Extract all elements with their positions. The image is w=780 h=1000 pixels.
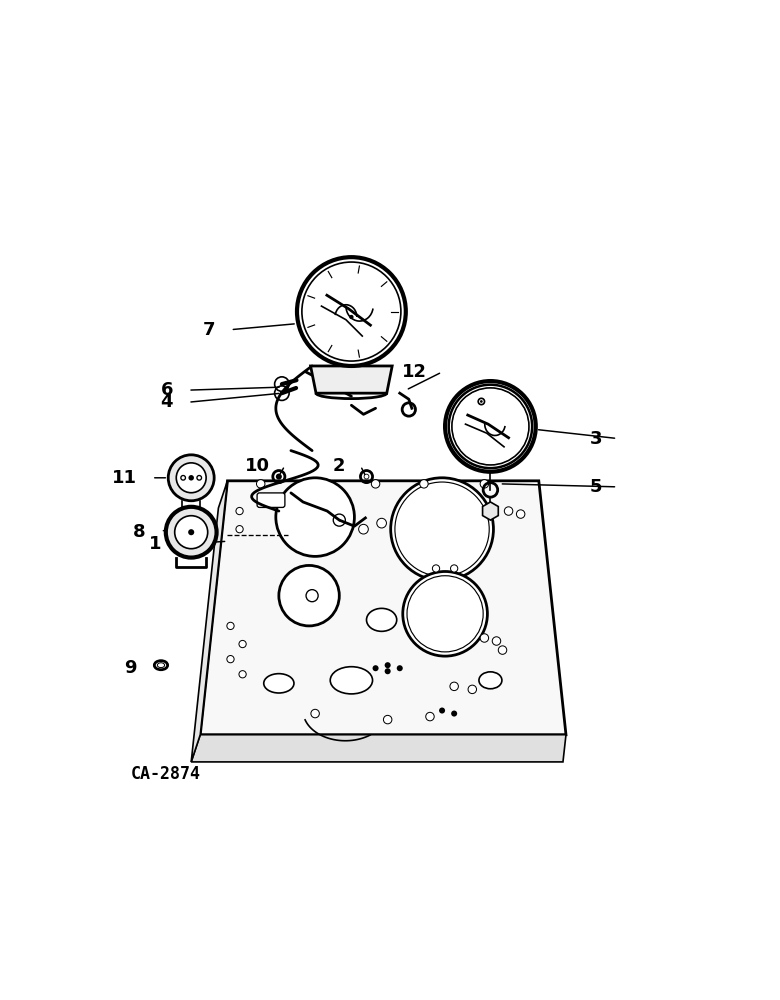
Circle shape xyxy=(364,474,369,479)
Polygon shape xyxy=(191,735,566,762)
Circle shape xyxy=(276,474,282,480)
Ellipse shape xyxy=(479,672,502,689)
Circle shape xyxy=(278,565,339,626)
Text: 8: 8 xyxy=(133,523,146,541)
Text: 4: 4 xyxy=(161,393,173,411)
Circle shape xyxy=(175,516,207,549)
Ellipse shape xyxy=(330,667,373,694)
Circle shape xyxy=(492,637,501,645)
Text: 10: 10 xyxy=(245,457,270,475)
Circle shape xyxy=(498,646,507,654)
Circle shape xyxy=(505,507,512,515)
Circle shape xyxy=(516,510,525,518)
Circle shape xyxy=(181,476,186,480)
Circle shape xyxy=(239,671,246,678)
Text: 1: 1 xyxy=(148,535,161,553)
Circle shape xyxy=(359,524,368,534)
Text: 6: 6 xyxy=(161,381,173,399)
Circle shape xyxy=(197,476,201,480)
Polygon shape xyxy=(310,366,392,393)
Circle shape xyxy=(276,478,354,556)
Circle shape xyxy=(257,480,265,488)
Circle shape xyxy=(176,463,206,493)
Circle shape xyxy=(432,565,440,572)
Circle shape xyxy=(480,634,488,642)
Text: 5: 5 xyxy=(590,478,602,496)
Circle shape xyxy=(227,622,234,630)
Text: CA-2874: CA-2874 xyxy=(131,765,200,783)
Circle shape xyxy=(188,529,194,535)
Circle shape xyxy=(391,478,494,581)
Circle shape xyxy=(236,526,243,533)
Circle shape xyxy=(227,656,234,663)
Circle shape xyxy=(385,668,391,674)
Circle shape xyxy=(166,507,217,558)
Text: 2: 2 xyxy=(333,457,346,475)
Circle shape xyxy=(385,662,391,668)
Circle shape xyxy=(451,565,458,572)
Circle shape xyxy=(468,685,477,694)
Circle shape xyxy=(397,665,402,671)
Circle shape xyxy=(402,571,488,656)
Circle shape xyxy=(303,264,399,359)
FancyBboxPatch shape xyxy=(257,493,285,507)
Ellipse shape xyxy=(367,608,397,631)
Text: 3: 3 xyxy=(590,430,602,448)
Circle shape xyxy=(451,711,457,717)
Circle shape xyxy=(373,665,378,671)
Circle shape xyxy=(480,480,488,488)
Circle shape xyxy=(189,475,194,481)
Circle shape xyxy=(349,315,353,319)
Circle shape xyxy=(450,682,459,691)
Circle shape xyxy=(439,708,445,714)
Circle shape xyxy=(377,518,386,528)
Circle shape xyxy=(236,507,243,515)
Circle shape xyxy=(426,712,434,721)
Polygon shape xyxy=(191,481,228,762)
Circle shape xyxy=(371,480,380,488)
Circle shape xyxy=(420,480,428,488)
Text: 9: 9 xyxy=(124,659,136,677)
Circle shape xyxy=(168,455,214,501)
Text: 11: 11 xyxy=(112,469,136,487)
Ellipse shape xyxy=(264,674,294,693)
Text: 7: 7 xyxy=(203,321,215,339)
Ellipse shape xyxy=(158,663,165,668)
Polygon shape xyxy=(200,481,566,735)
Circle shape xyxy=(384,715,392,724)
Circle shape xyxy=(453,389,527,464)
Circle shape xyxy=(480,400,483,403)
Circle shape xyxy=(239,640,246,648)
Text: 12: 12 xyxy=(402,363,427,381)
Circle shape xyxy=(311,709,319,718)
